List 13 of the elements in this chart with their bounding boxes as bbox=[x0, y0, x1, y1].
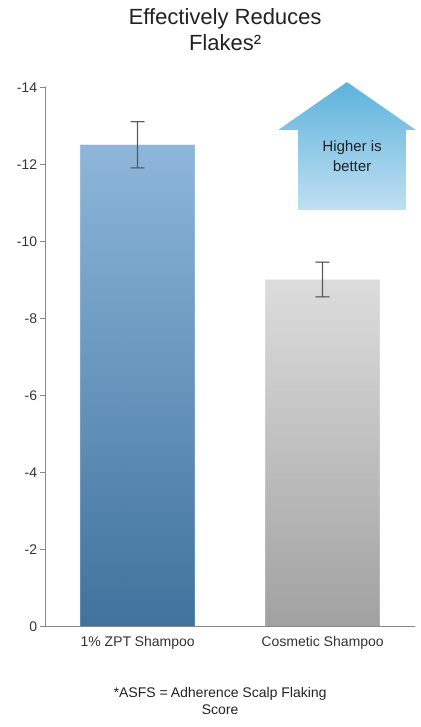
y-tick-label: -2 bbox=[24, 541, 38, 557]
y-tick-label: -10 bbox=[16, 233, 38, 249]
y-tick-label: -12 bbox=[16, 156, 38, 172]
x-tick-label: Cosmetic Shampoo bbox=[261, 633, 384, 649]
text: *ASFS = Adherence Scalp Flaking Score bbox=[112, 684, 328, 718]
y-tick-label: -8 bbox=[24, 310, 38, 326]
y-tick-label: -14 bbox=[16, 79, 38, 95]
y-tick-label: 0 bbox=[29, 618, 38, 634]
annotation: Higher is better bbox=[321, 137, 383, 177]
y-tick-label: -6 bbox=[24, 387, 38, 403]
chart-title: Effectively Reduces Flakes² bbox=[128, 4, 322, 56]
x-tick-label: 1% ZPT Shampoo bbox=[80, 633, 195, 649]
y-tick-label: -4 bbox=[24, 464, 38, 480]
